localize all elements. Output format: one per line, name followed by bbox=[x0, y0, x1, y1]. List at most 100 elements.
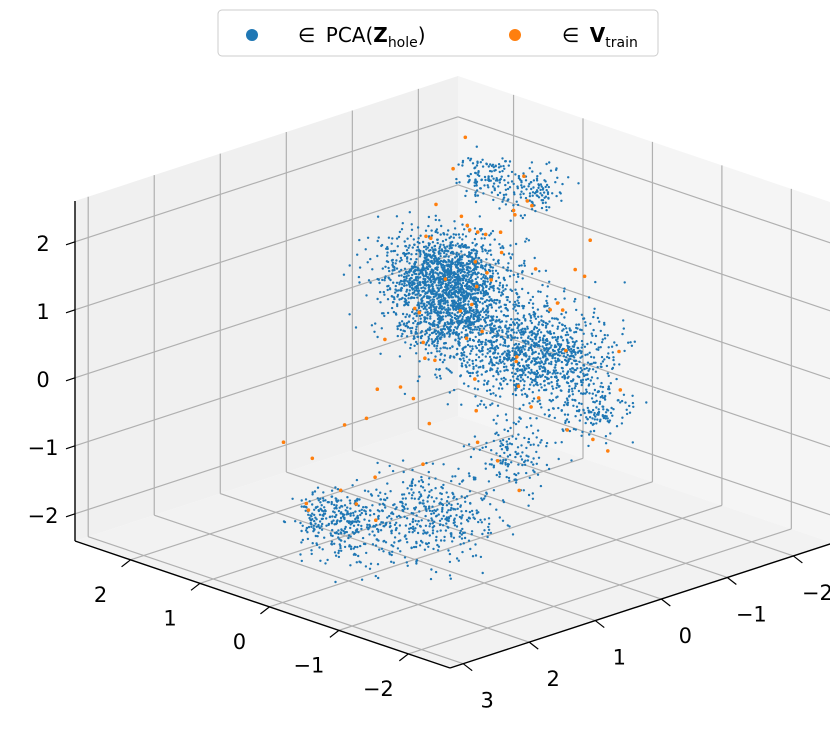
point-pca-z-hole bbox=[445, 491, 448, 494]
point-pca-z-hole bbox=[518, 178, 522, 181]
point-pca-z-hole bbox=[531, 306, 535, 309]
point-pca-z-hole bbox=[416, 379, 420, 383]
point-pca-z-hole bbox=[390, 532, 393, 535]
point-pca-z-hole bbox=[384, 506, 387, 509]
point-pca-z-hole bbox=[395, 527, 398, 530]
point-pca-z-hole bbox=[527, 348, 530, 352]
point-pca-z-hole bbox=[613, 363, 616, 366]
point-pca-z-hole bbox=[576, 351, 580, 354]
point-pca-z-hole bbox=[506, 336, 509, 339]
point-pca-z-hole bbox=[543, 413, 546, 416]
point-pca-z-hole bbox=[501, 462, 504, 465]
grid-z-left bbox=[74, 252, 459, 379]
point-pca-z-hole bbox=[372, 512, 376, 516]
point-pca-z-hole bbox=[472, 308, 475, 312]
point-pca-z-hole bbox=[461, 527, 464, 531]
point-pca-z-hole bbox=[606, 334, 609, 337]
point-pca-z-hole bbox=[493, 188, 496, 192]
point-pca-z-hole bbox=[403, 272, 406, 276]
point-pca-z-hole bbox=[575, 308, 578, 312]
y-tick-label: −2 bbox=[802, 581, 830, 605]
point-pca-z-hole bbox=[301, 538, 304, 542]
point-v-train bbox=[525, 199, 530, 203]
point-pca-z-hole bbox=[388, 514, 391, 518]
point-pca-z-hole bbox=[488, 350, 491, 353]
point-pca-z-hole bbox=[299, 521, 302, 525]
point-pca-z-hole bbox=[380, 547, 384, 550]
point-pca-z-hole bbox=[390, 544, 393, 547]
point-pca-z-hole bbox=[438, 519, 442, 522]
point-pca-z-hole bbox=[510, 318, 513, 321]
point-pca-z-hole bbox=[526, 459, 530, 462]
point-pca-z-hole bbox=[518, 319, 521, 322]
point-pca-z-hole bbox=[509, 244, 512, 247]
point-pca-z-hole bbox=[538, 367, 541, 371]
point-pca-z-hole bbox=[431, 505, 434, 508]
point-pca-z-hole bbox=[443, 358, 446, 362]
point-pca-z-hole bbox=[509, 426, 512, 430]
point-pca-z-hole bbox=[470, 321, 473, 325]
point-pca-z-hole bbox=[455, 177, 458, 181]
point-pca-z-hole bbox=[399, 516, 402, 519]
point-pca-z-hole bbox=[460, 362, 464, 365]
point-pca-z-hole bbox=[434, 292, 437, 296]
point-pca-z-hole bbox=[406, 260, 409, 263]
point-pca-z-hole bbox=[313, 490, 317, 493]
point-pca-z-hole bbox=[540, 206, 544, 210]
point-pca-z-hole bbox=[484, 341, 487, 344]
point-pca-z-hole bbox=[427, 337, 431, 340]
point-pca-z-hole bbox=[590, 397, 594, 400]
point-pca-z-hole bbox=[442, 346, 445, 349]
point-pca-z-hole bbox=[517, 463, 520, 466]
point-pca-z-hole bbox=[440, 248, 443, 252]
point-pca-z-hole bbox=[507, 437, 511, 441]
point-pca-z-hole bbox=[484, 462, 487, 465]
point-pca-z-hole bbox=[450, 291, 453, 295]
point-pca-z-hole bbox=[415, 314, 418, 318]
point-pca-z-hole bbox=[495, 508, 498, 511]
point-pca-z-hole bbox=[489, 319, 492, 322]
point-pca-z-hole bbox=[428, 333, 431, 337]
point-pca-z-hole bbox=[589, 379, 592, 382]
point-pca-z-hole bbox=[360, 508, 363, 511]
point-pca-z-hole bbox=[457, 317, 460, 320]
point-pca-z-hole bbox=[547, 382, 550, 385]
point-pca-z-hole bbox=[450, 503, 453, 507]
point-pca-z-hole bbox=[415, 285, 418, 288]
point-pca-z-hole bbox=[398, 283, 401, 286]
point-pca-z-hole bbox=[483, 518, 486, 521]
point-pca-z-hole bbox=[450, 479, 453, 483]
point-pca-z-hole bbox=[458, 256, 462, 259]
point-pca-z-hole bbox=[337, 509, 341, 513]
point-pca-z-hole bbox=[504, 183, 507, 187]
point-pca-z-hole bbox=[431, 304, 434, 307]
point-pca-z-hole bbox=[395, 521, 398, 524]
point-pca-z-hole bbox=[431, 462, 435, 465]
point-pca-z-hole bbox=[464, 244, 467, 247]
point-pca-z-hole bbox=[523, 463, 527, 466]
point-pca-z-hole bbox=[529, 417, 532, 420]
point-pca-z-hole bbox=[552, 332, 556, 335]
point-pca-z-hole bbox=[356, 545, 359, 549]
point-pca-z-hole bbox=[503, 362, 506, 365]
point-pca-z-hole bbox=[534, 336, 537, 339]
point-pca-z-hole bbox=[403, 267, 407, 270]
point-pca-z-hole bbox=[576, 367, 579, 370]
point-pca-z-hole bbox=[408, 484, 412, 487]
point-pca-z-hole bbox=[457, 559, 460, 562]
point-pca-z-hole bbox=[471, 279, 474, 282]
point-pca-z-hole bbox=[340, 499, 343, 502]
point-pca-z-hole bbox=[512, 182, 515, 186]
point-pca-z-hole bbox=[511, 375, 515, 378]
point-pca-z-hole bbox=[630, 344, 634, 347]
point-pca-z-hole bbox=[489, 253, 493, 256]
point-pca-z-hole bbox=[547, 467, 551, 471]
point-pca-z-hole bbox=[415, 559, 419, 562]
point-pca-z-hole bbox=[506, 334, 509, 338]
point-pca-z-hole bbox=[530, 161, 534, 164]
point-pca-z-hole bbox=[524, 392, 527, 396]
point-pca-z-hole bbox=[424, 278, 427, 281]
point-pca-z-hole bbox=[445, 516, 448, 519]
z-tick-label: 0 bbox=[36, 368, 49, 392]
point-pca-z-hole bbox=[493, 298, 496, 302]
